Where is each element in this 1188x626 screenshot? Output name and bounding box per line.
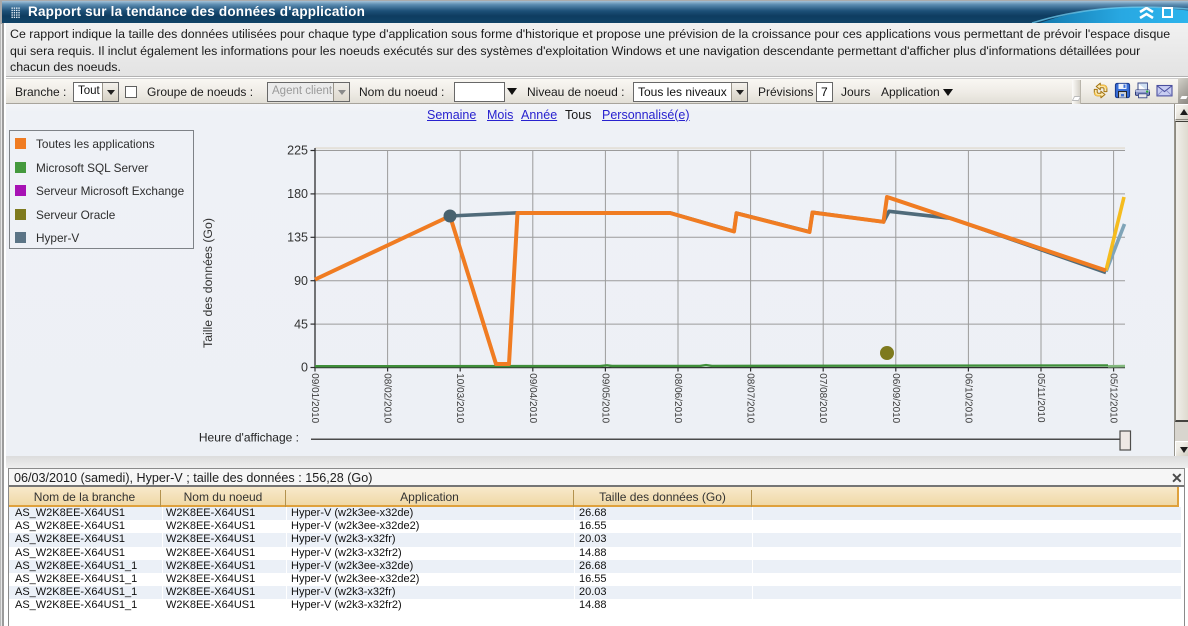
- svg-text:45: 45: [294, 317, 308, 331]
- svg-text:08/06/2010: 08/06/2010: [672, 373, 683, 423]
- svg-text:09/01/2010: 09/01/2010: [309, 373, 320, 423]
- svg-text:10/03/2010: 10/03/2010: [454, 373, 465, 423]
- svg-text:06/10/2010: 06/10/2010: [962, 373, 973, 423]
- svg-text:Heure d'affichage :: Heure d'affichage :: [199, 431, 299, 445]
- svg-text:07/08/2010: 07/08/2010: [817, 373, 828, 423]
- svg-text:90: 90: [294, 274, 308, 288]
- svg-text:0: 0: [301, 361, 308, 375]
- svg-text:05/11/2010: 05/11/2010: [1035, 373, 1046, 423]
- svg-text:225: 225: [287, 144, 308, 158]
- svg-text:08/02/2010: 08/02/2010: [382, 373, 393, 423]
- svg-text:09/04/2010: 09/04/2010: [527, 373, 538, 423]
- svg-text:08/07/2010: 08/07/2010: [745, 373, 756, 423]
- svg-text:09/05/2010: 09/05/2010: [599, 373, 610, 423]
- svg-text:06/09/2010: 06/09/2010: [890, 373, 901, 423]
- svg-text:Taille des données (Go): Taille des données (Go): [201, 218, 215, 348]
- svg-text:135: 135: [287, 231, 308, 245]
- svg-text:180: 180: [287, 187, 308, 201]
- svg-text:05/12/2010: 05/12/2010: [1108, 373, 1119, 423]
